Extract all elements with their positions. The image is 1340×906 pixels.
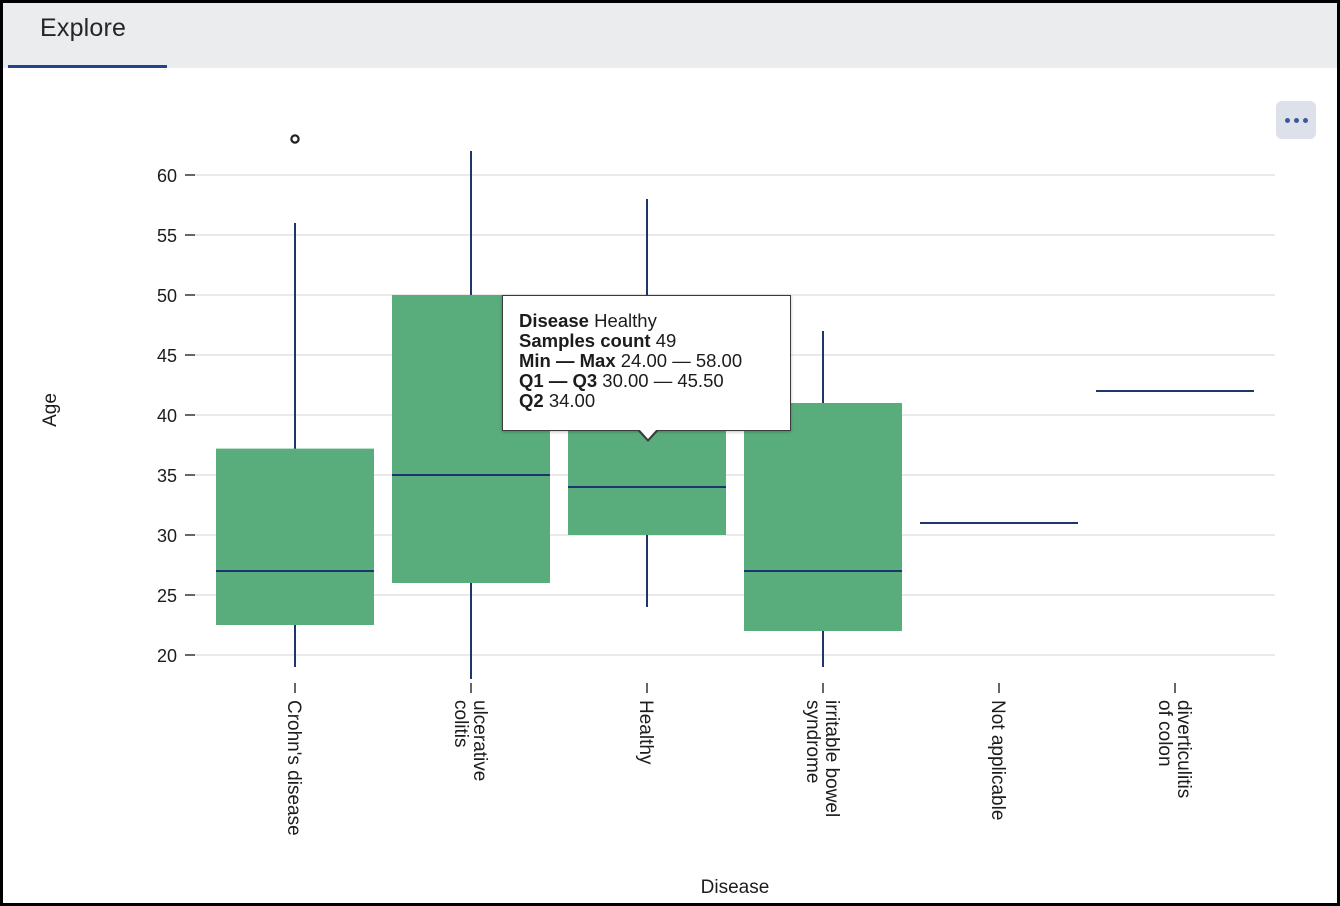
tooltip-minmax-label: Min — Max [519, 350, 616, 371]
tooltip-q1q3-value: 30.00 — 45.50 [602, 370, 724, 391]
y-tick-label: 55 [157, 226, 177, 246]
x-axis: Crohn's disease ulcerativecolitis Healthy i… [283, 683, 1194, 836]
x-tick-label-line: diverticulitis [1173, 700, 1194, 798]
y-tick-label: 30 [157, 526, 177, 546]
tooltip-samples-label: Samples count [519, 330, 651, 351]
y-axis: 20 25 30 35 40 45 50 55 60 [157, 166, 195, 666]
more-horizontal-icon [1284, 117, 1290, 123]
x-tick-label-line: irritable bowel [821, 700, 842, 817]
tooltip-minmax-value: 24.00 — 58.00 [620, 350, 743, 371]
active-tab-indicator [8, 65, 167, 68]
y-tick-label: 25 [157, 586, 177, 606]
x-tick-label: Healthy [635, 700, 656, 765]
y-tick-label: 50 [157, 286, 177, 306]
outlier-point [290, 134, 300, 144]
tooltip-q1q3-label: Q1 — Q3 [519, 370, 598, 391]
tooltip-samples-value: 49 [655, 330, 677, 351]
x-tick-label: Crohn's disease [283, 700, 304, 836]
box-3 [744, 331, 902, 667]
x-tick-label: ulcerativecolitis [450, 700, 490, 781]
y-tick-label: 45 [157, 346, 177, 366]
box-iqr [216, 448, 374, 625]
more-horizontal-icon-dot [1293, 117, 1299, 123]
box-series [216, 134, 1254, 679]
more-options-button[interactable] [1276, 101, 1316, 139]
y-tick-label: 40 [157, 406, 177, 426]
tab-bar: Explore [3, 3, 1337, 68]
box-0 [216, 134, 374, 667]
tab-explore-label: Explore [40, 14, 127, 42]
x-tick-label-line: colitis [450, 700, 471, 748]
x-tick-label: Not applicable [987, 700, 1008, 820]
tab-explore[interactable]: Explore [8, 3, 167, 68]
grid-lines [195, 174, 1275, 656]
y-axis-label: Age [40, 393, 61, 427]
box-tooltip: Disease Healthy Samples count 49 Min — M… [502, 295, 791, 431]
x-tick-label-line: of colon [1154, 700, 1175, 767]
tooltip-row-samples: Samples count 49 [519, 331, 774, 351]
x-tick-label-line: Crohn's disease [283, 700, 304, 836]
tooltip-q2-value: 34.00 [548, 390, 596, 411]
tooltip-row-disease: Disease Healthy [519, 311, 774, 331]
y-tick-label: 60 [157, 166, 177, 186]
tooltip-disease-value: Healthy [594, 310, 657, 331]
x-axis-label: Disease [701, 877, 770, 898]
tooltip-q2-label: Q2 [519, 390, 544, 411]
x-tick-label-line: syndrome [802, 700, 823, 783]
x-tick-label-line: Healthy [635, 700, 656, 765]
tooltip-row-q2: Q2 34.00 [519, 391, 774, 411]
x-tick-label-line: Not applicable [987, 700, 1008, 820]
box-plot-chart: 20 25 30 35 40 45 50 55 60 Crohn's disease ulcera… [40, 134, 1275, 898]
tooltip-row-q1q3: Q1 — Q3 30.00 — 45.50 [519, 371, 774, 391]
x-tick-label: diverticulitisof colon [1154, 700, 1194, 798]
tooltip-row-minmax: Min — Max 24.00 — 58.00 [519, 351, 774, 371]
x-tick-label-line: ulcerative [469, 700, 490, 781]
y-tick-label: 20 [157, 646, 177, 666]
tooltip-disease-label: Disease [519, 310, 589, 331]
y-tick-label: 35 [157, 466, 177, 486]
tooltip-pointer-inner [639, 429, 657, 439]
box-iqr [744, 403, 902, 631]
more-horizontal-icon-dot [1302, 117, 1308, 123]
x-tick-label: irritable bowelsyndrome [802, 700, 842, 817]
